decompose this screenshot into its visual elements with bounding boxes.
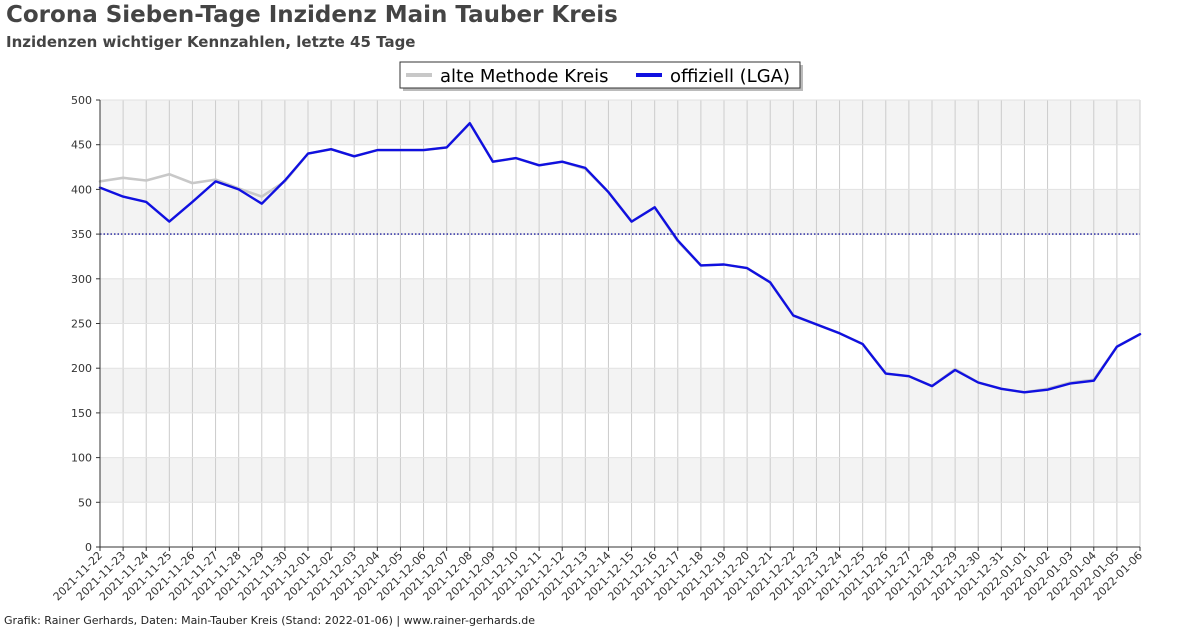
legend-label: alte Methode Kreis bbox=[440, 66, 608, 87]
grid-band bbox=[100, 144, 1140, 190]
chart-subtitle: Inzidenzen wichtiger Kennzahlen, letzte … bbox=[6, 33, 416, 51]
x-tick-labels: 2021-11-222021-11-232021-11-242021-11-25… bbox=[51, 547, 1145, 603]
grid-band bbox=[100, 323, 1140, 369]
grid-band bbox=[100, 278, 1140, 324]
grid-band bbox=[100, 189, 1140, 235]
y-tick-label: 450 bbox=[71, 139, 92, 152]
y-tick-label: 300 bbox=[71, 273, 92, 286]
grid-band bbox=[100, 100, 1140, 145]
background-bands bbox=[100, 100, 1140, 547]
grid-band bbox=[100, 368, 1140, 413]
y-tick-labels: 0 50 100 150 200 250 300 350 400 450 500 bbox=[71, 94, 100, 554]
legend: alte Methode Kreis offiziell (LGA) bbox=[399, 61, 803, 91]
chart-title: Corona Sieben-Tage Inzidenz Main Tauber … bbox=[6, 2, 618, 28]
y-tick-label: 0 bbox=[85, 541, 92, 554]
y-tick-label: 150 bbox=[71, 407, 92, 420]
grid-band bbox=[100, 412, 1140, 458]
legend-label: offiziell (LGA) bbox=[670, 66, 790, 87]
y-tick-label: 500 bbox=[71, 94, 92, 107]
series-layer bbox=[98, 121, 1142, 394]
y-tick-label: 400 bbox=[71, 183, 92, 196]
y-tick-label: 200 bbox=[71, 362, 92, 375]
y-tick-label: 50 bbox=[78, 496, 92, 509]
grid-band bbox=[100, 234, 1140, 279]
y-tick-label: 100 bbox=[71, 452, 92, 465]
footer-credits: Grafik: Rainer Gerhards, Daten: Main-Tau… bbox=[4, 614, 536, 627]
grid-band bbox=[100, 502, 1140, 547]
series-line-offiziell bbox=[98, 121, 1142, 394]
legend-box bbox=[399, 61, 801, 89]
y-tick-label: 250 bbox=[71, 318, 92, 331]
grid-band bbox=[100, 457, 1140, 503]
y-tick-label: 350 bbox=[71, 228, 92, 241]
